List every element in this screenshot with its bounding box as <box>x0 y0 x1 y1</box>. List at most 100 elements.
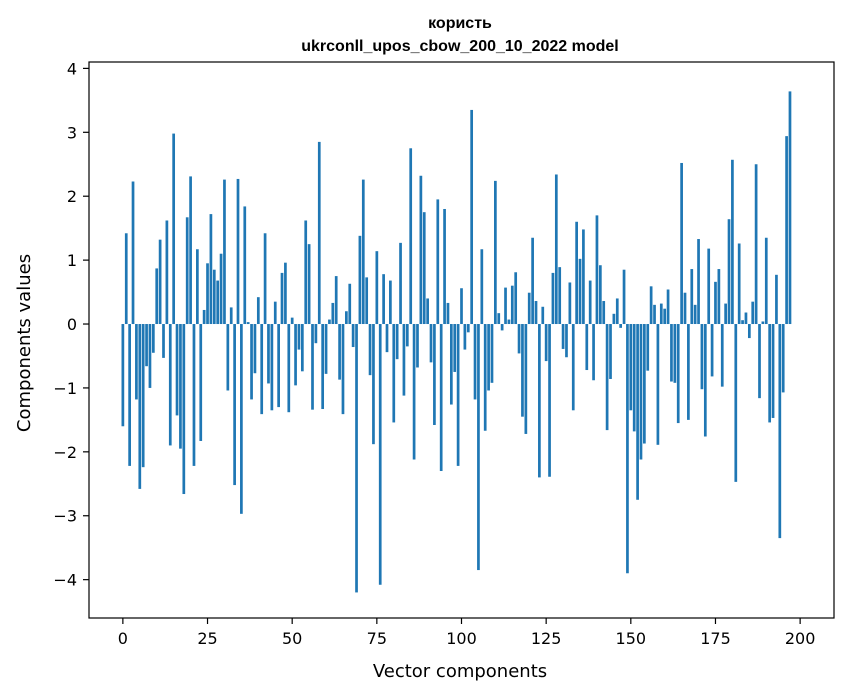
bar <box>629 324 633 411</box>
bar <box>466 324 470 333</box>
bar <box>277 324 280 408</box>
bar <box>199 324 203 441</box>
bar <box>165 220 169 325</box>
bar <box>267 324 270 384</box>
bar <box>670 324 673 382</box>
bar <box>351 324 355 348</box>
bar <box>273 301 277 325</box>
bar <box>287 324 291 413</box>
bar <box>412 324 416 460</box>
bar <box>510 285 514 325</box>
bar <box>172 133 176 325</box>
bar <box>155 268 159 325</box>
bar <box>240 324 243 514</box>
bar <box>724 303 727 325</box>
bar <box>175 324 179 416</box>
bar <box>673 324 677 383</box>
bar <box>426 298 429 325</box>
bar <box>324 324 328 374</box>
bar <box>307 244 311 325</box>
bar <box>162 324 165 358</box>
bar <box>229 307 233 325</box>
bar <box>758 324 761 399</box>
bar <box>219 253 223 325</box>
bar <box>521 324 524 417</box>
bar <box>402 324 406 396</box>
bar <box>341 324 345 415</box>
bar <box>534 301 538 325</box>
bar <box>605 324 609 431</box>
bar <box>636 324 639 500</box>
bar <box>216 280 220 325</box>
bar <box>294 324 297 386</box>
bar <box>585 324 589 371</box>
bar <box>314 324 318 344</box>
bar <box>764 237 768 325</box>
bar <box>189 176 192 325</box>
bar <box>639 324 643 460</box>
bar <box>731 159 734 325</box>
bar <box>527 292 531 325</box>
bar <box>300 324 304 372</box>
bar <box>507 319 511 325</box>
bar <box>270 324 274 411</box>
bar <box>202 309 206 325</box>
bar <box>703 324 707 437</box>
bar <box>781 324 785 393</box>
bar <box>236 178 240 325</box>
bar <box>361 179 365 325</box>
bar <box>737 243 741 325</box>
x-tick-label: 0 <box>118 629 128 648</box>
bar <box>141 324 145 468</box>
bar <box>321 324 325 410</box>
bar <box>304 220 308 325</box>
bar <box>124 233 128 325</box>
bar <box>260 324 264 415</box>
bar <box>263 233 267 325</box>
bar <box>663 308 667 325</box>
bar <box>717 269 721 325</box>
bar <box>548 324 551 477</box>
bar <box>656 324 660 445</box>
bar <box>747 324 751 339</box>
bar <box>487 324 490 391</box>
bar <box>626 324 629 574</box>
bar <box>290 317 294 325</box>
bar <box>405 324 409 347</box>
bar <box>378 324 382 585</box>
x-tick-label: 100 <box>446 629 477 648</box>
x-tick-label: 125 <box>531 629 562 648</box>
bar <box>666 289 670 325</box>
bar <box>243 206 247 325</box>
bar <box>653 304 656 325</box>
bar <box>683 292 687 325</box>
bar <box>568 282 572 325</box>
bar <box>317 141 321 325</box>
bar <box>632 324 636 432</box>
bar <box>768 324 772 423</box>
bar <box>609 324 612 379</box>
x-tick-label: 175 <box>700 629 731 648</box>
bar <box>544 324 548 362</box>
bar <box>443 208 446 325</box>
bar <box>209 214 213 325</box>
bar <box>192 324 196 466</box>
bar <box>676 324 680 424</box>
bar <box>700 324 704 390</box>
bar <box>741 320 744 325</box>
x-axis-label: Vector components <box>373 661 547 682</box>
bar <box>575 221 578 325</box>
bar <box>365 277 369 325</box>
x-tick-label: 25 <box>197 629 217 648</box>
y-tick-label: 4 <box>67 59 77 78</box>
bar <box>751 301 755 325</box>
bar <box>446 302 450 325</box>
bar <box>206 263 209 325</box>
x-tick-label: 50 <box>282 629 302 648</box>
y-tick-label: 3 <box>67 123 77 142</box>
y-axis: −4 −3 −2 −1 0 1 2 3 4 <box>53 59 89 590</box>
bar <box>463 324 467 350</box>
bar <box>385 324 389 353</box>
